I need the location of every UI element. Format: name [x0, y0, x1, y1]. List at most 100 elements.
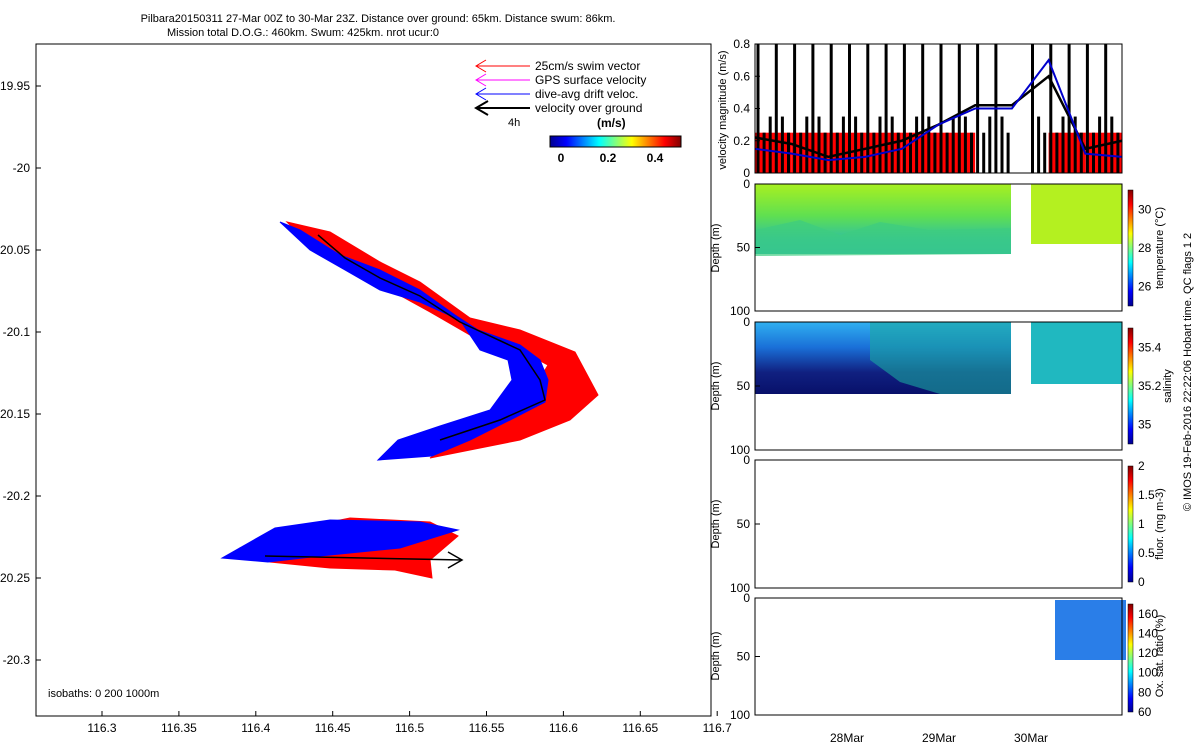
salinity-panel: 0 50 100 35 35.2 35.4 Depth (m) salinity: [710, 315, 1174, 457]
salinity-colorbar: [1127, 327, 1134, 445]
colorbar-tick-label: 35: [1138, 418, 1152, 432]
drift-vectors-track-1: [279, 221, 549, 461]
oxygen-panel: 0 50 100 60 80 100 120 140 160 Depth (m) Ox. sat…: [710, 591, 1166, 722]
velocity-red-bar: [791, 132, 829, 173]
colorbar-tick-label: 1.5: [1138, 488, 1155, 502]
depth-tick-label: 50: [737, 241, 751, 255]
depth-tick-label: 100: [730, 581, 750, 595]
legend-gps-velocity-label: GPS surface velocity: [535, 73, 646, 87]
legend-swim-vector-label: 25cm/s swim vector: [535, 59, 640, 73]
temperature-axis-ticks: 0 50 100 26 28 30: [730, 177, 1152, 318]
velocity-chart-marks: [754, 44, 1123, 173]
speed-colorbar-tick-label: 0.4: [647, 151, 664, 165]
map-x-ticks: 116.3 116.35 116.4 116.45 116.5 116.55 116.6 11…: [87, 711, 732, 735]
time-axis: 28Mar 29Mar 30Mar: [830, 731, 1048, 745]
oxygen-y-label: Depth (m): [710, 632, 722, 681]
header-line-2: Mission total D.O.G.: 460km. Swum: 425km…: [167, 27, 439, 39]
depth-tick-label: 100: [730, 708, 750, 722]
depth-tick-label: 50: [737, 379, 751, 393]
map-x-tick-label: 116.35: [161, 721, 197, 735]
speed-colorbar-ticks: 0 0.2 0.4: [558, 151, 664, 165]
oxygen-colorbar: [1127, 603, 1134, 713]
colorbar-tick-label: 160: [1138, 607, 1158, 621]
legend-drift-velocity-label: dive-avg drift veloc.: [535, 87, 638, 101]
velocity-y-tick-label: 0.2: [733, 134, 750, 148]
depth-tick-label: 100: [730, 304, 750, 318]
map-y-tick-label: -20: [13, 161, 31, 175]
time-tick-label: 30Mar: [1014, 731, 1048, 745]
isobaths-label: isobaths: 0 200 1000m: [48, 688, 159, 700]
salinity-mid-layer: [870, 322, 1011, 394]
velocity-red-bar: [938, 132, 976, 173]
legend-duration-label: 4h: [508, 117, 520, 129]
legend-drift-velocity: dive-avg drift veloc.: [475, 87, 638, 101]
colorbar-tick-label: 60: [1138, 705, 1152, 719]
colorbar-tick-label: 26: [1138, 280, 1152, 294]
salinity-y-label: Depth (m): [710, 362, 722, 411]
legend-gps-velocity: GPS surface velocity: [475, 73, 646, 87]
map-y-tick-label: -20.1: [3, 325, 31, 339]
map-x-tick-label: 116.7: [703, 721, 732, 735]
map-y-tick-label: -20.3: [3, 653, 31, 667]
velocity-y-tick-label: 0: [743, 166, 750, 180]
legend-swim-vector: 25cm/s swim vector: [475, 59, 640, 73]
velocity-over-ground-arrowhead: [447, 551, 464, 569]
header-line-1: Pilbara20150311 27-Mar 00Z to 30-Mar 23Z…: [141, 13, 616, 25]
map-x-tick-label: 116.65: [622, 721, 658, 735]
colorbar-tick-label: 80: [1138, 685, 1152, 699]
depth-tick-label: 50: [737, 517, 751, 531]
temperature-panel: 0 50 100 26 28 30 Depth (m) temperature (°C): [710, 177, 1166, 318]
colorbar-tick-label: 0.5: [1138, 546, 1155, 560]
map-x-tick-label: 116.4: [241, 721, 270, 735]
footer-credit: © IMOS 19-Feb-2016 22:22:06 Hobart time.…: [1182, 233, 1194, 511]
depth-tick-label: 50: [737, 650, 751, 664]
colorbar-tick-label: 120: [1138, 646, 1158, 660]
drift-velocity-line: [754, 58, 1123, 162]
velocity-over-ground-track-2: [264, 555, 463, 561]
map-y-ticks: 19.95 -20 20.05 -20.1 20.15 -20.2 20.25 -20.3: [0, 79, 41, 667]
salinity-section-b: [1031, 322, 1122, 384]
time-tick-label: 28Mar: [830, 731, 864, 745]
legend-velocity-over-ground: velocity over ground: [474, 100, 642, 116]
map-x-tick-label: 116.45: [315, 721, 351, 735]
temperature-cold-layer: [755, 220, 1011, 256]
speed-colorbar-tick-label: 0.2: [600, 151, 617, 165]
map-y-tick-label: 20.15: [0, 407, 30, 421]
speed-colorbar-tick-label: 0: [558, 151, 565, 165]
time-tick-label: 29Mar: [922, 731, 956, 745]
map-y-tick-label: 20.25: [0, 571, 30, 585]
map-legend: 25cm/s swim vector GPS surface velocity …: [474, 59, 682, 165]
map-frame: [35, 43, 712, 717]
colorbar-tick-label: 0: [1138, 575, 1145, 589]
colorbar-tick-label: 100: [1138, 666, 1158, 680]
temperature-y-label: Depth (m): [710, 224, 722, 273]
track-map: 116.3 116.35 116.4 116.45 116.5 116.55 116.6 11…: [0, 43, 732, 735]
fluorescence-colorbar-label: fluor. (mg m-3): [1154, 488, 1166, 560]
velocity-over-ground-track-1: [317, 234, 546, 441]
fluorescence-colorbar: [1127, 465, 1134, 583]
depth-tick-label: 0: [743, 177, 750, 191]
map-y-tick-label: 20.05: [0, 243, 30, 257]
map-x-tick-label: 116.5: [395, 721, 424, 735]
salinity-axis-ticks: 0 50 100 35 35.2 35.4: [730, 315, 1162, 457]
colorbar-tick-label: 1: [1138, 517, 1145, 531]
map-x-tick-label: 116.55: [469, 721, 505, 735]
drift-vectors-track-2: [220, 519, 460, 563]
velocity-y-tick-label: 0.8: [733, 37, 750, 51]
velocity-y-ticks: 0 0.2 0.4 0.6 0.8: [733, 37, 760, 180]
depth-tick-label: 0: [743, 315, 750, 329]
depth-tick-label: 0: [743, 453, 750, 467]
map-y-tick-label: -20.2: [3, 489, 31, 503]
fluorescence-y-label: Depth (m): [710, 500, 722, 549]
velocity-panel: 0 0.2 0.4 0.6 0.8 velocity magnitude (m/s): [717, 37, 1123, 180]
fluorescence-panel: 0 50 100 0 0.5 1 1.5 2 Depth (m) fluor. (mg m-3…: [710, 453, 1166, 595]
colorbar-tick-label: 35.4: [1138, 340, 1162, 354]
temperature-colorbar: [1127, 189, 1134, 307]
colorbar-tick-label: 30: [1138, 202, 1152, 216]
salinity-colorbar-label: salinity: [1162, 369, 1174, 403]
fluorescence-panel-frame: [754, 459, 1123, 589]
velocity-red-bar: [1085, 132, 1122, 173]
oxygen-axis-ticks: 0 50 100 60 80 100 120 140 160: [730, 591, 1158, 722]
depth-tick-label: 100: [730, 443, 750, 457]
